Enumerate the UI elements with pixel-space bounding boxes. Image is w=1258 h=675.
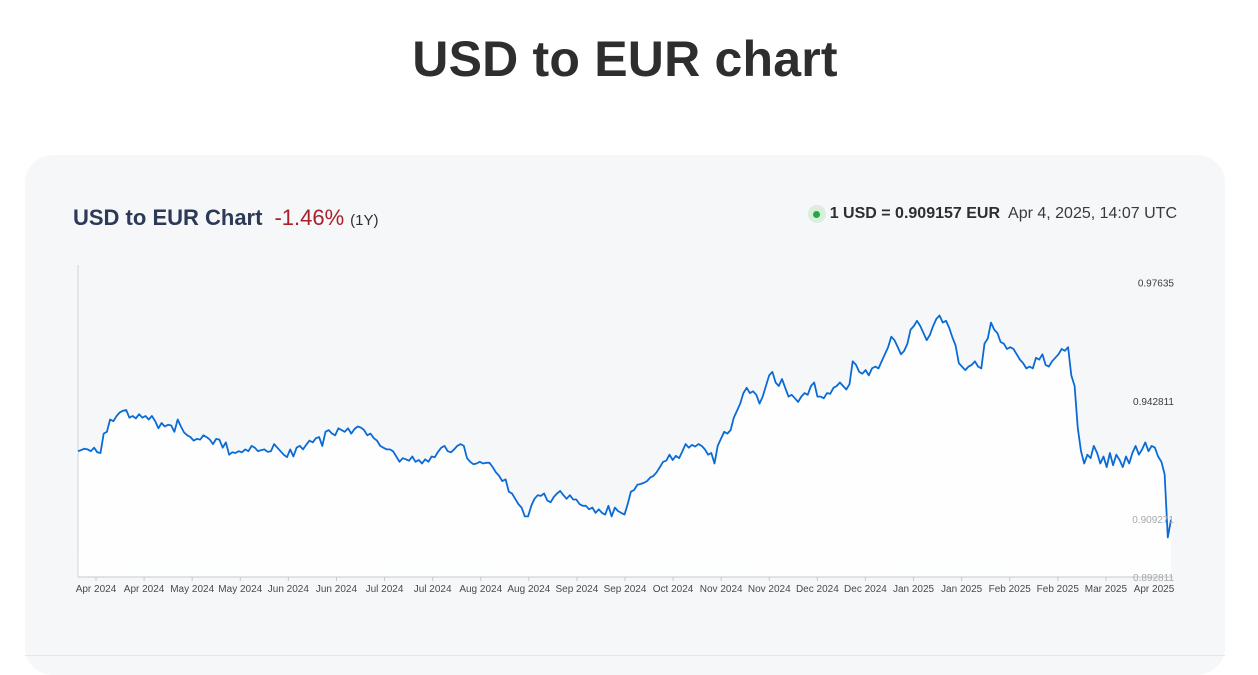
x-tick-label: May 2024 xyxy=(218,584,262,595)
rate-timestamp: Apr 4, 2025, 14:07 UTC xyxy=(1008,205,1177,222)
series-area xyxy=(78,315,1171,577)
y-tick-label: 0.942811 xyxy=(1133,397,1174,408)
x-tick-label: Feb 2025 xyxy=(1037,584,1080,595)
x-tick-label: Sep 2024 xyxy=(604,584,647,595)
x-tick-label: Apr 2024 xyxy=(124,584,165,595)
x-tick-label: Jul 2024 xyxy=(366,584,404,595)
series-line[interactable] xyxy=(77,314,1172,539)
x-tick-label: Nov 2024 xyxy=(700,584,743,595)
x-tick-label: Jun 2024 xyxy=(316,584,358,595)
x-tick-label: Feb 2025 xyxy=(989,584,1032,595)
x-tick-label: Jul 2024 xyxy=(414,584,452,595)
x-tick-label: Aug 2024 xyxy=(507,584,550,595)
chart-header: USD to EUR Chart -1.46% (1Y) xyxy=(73,205,379,231)
card-divider xyxy=(25,655,1225,656)
x-tick-label: Apr 2024 xyxy=(76,584,117,595)
current-rate: 1 USD = 0.909157 EUR xyxy=(829,205,1001,222)
x-tick-label: Mar 2025 xyxy=(1085,584,1128,595)
y-tick-label: 0.97635 xyxy=(1138,279,1175,290)
x-tick-label: Apr 2025 xyxy=(1134,584,1175,595)
rate-info: 1 USD = 0.909157 EUR Apr 4, 2025, 14:07 … xyxy=(807,205,1177,223)
x-tick-label: Jan 2025 xyxy=(893,584,935,595)
chart-title: USD to EUR Chart xyxy=(73,205,263,230)
y-tick-label: 0.909271 xyxy=(1132,515,1174,526)
x-tick-label: May 2024 xyxy=(170,584,214,595)
x-tick-label: Nov 2024 xyxy=(748,584,791,595)
change-period: (1Y) xyxy=(350,212,379,229)
x-tick-label: Sep 2024 xyxy=(555,584,598,595)
x-tick-label: Dec 2024 xyxy=(844,584,887,595)
page-title: USD to EUR chart xyxy=(412,31,838,87)
x-tick-label: Dec 2024 xyxy=(796,584,839,595)
x-tick-label: Aug 2024 xyxy=(459,584,502,595)
x-tick-label: Jan 2025 xyxy=(941,584,983,595)
x-tick-label: Oct 2024 xyxy=(653,584,694,595)
change-percentage: -1.46% xyxy=(274,205,345,230)
live-indicator-icon xyxy=(807,205,826,223)
x-tick-label: Jun 2024 xyxy=(268,584,310,595)
